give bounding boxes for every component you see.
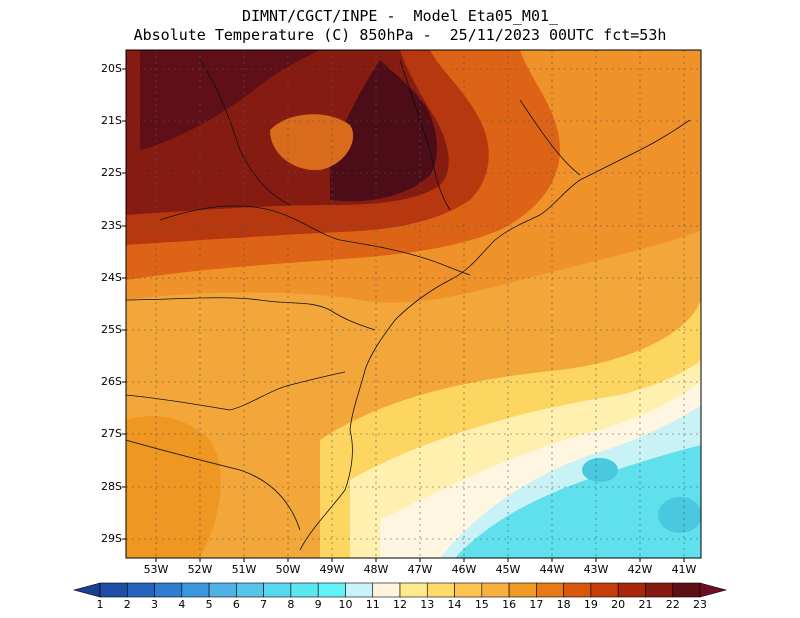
colorbar-label: 12 <box>393 598 407 611</box>
colorbar-label: 21 <box>638 598 653 611</box>
lat-label: 29S <box>101 532 122 545</box>
axis-ticks <box>122 68 685 562</box>
colorbar-segment <box>99 582 128 598</box>
lat-label: 26S <box>101 375 122 388</box>
colorbar-segment <box>345 582 374 598</box>
colorbar-label: 18 <box>556 598 571 611</box>
colorbar-segment <box>426 582 455 598</box>
colorbar-label: 13 <box>420 598 435 611</box>
lon-label: 45W <box>495 563 521 576</box>
state-border-6 <box>519 99 581 176</box>
lon-label: 44W <box>539 563 565 576</box>
colorbar-label: 2 <box>123 598 131 611</box>
temperature-field <box>126 50 701 558</box>
colorbar-segment <box>563 582 592 598</box>
colorbar-label: 14 <box>447 598 462 611</box>
colorbar-label: 15 <box>474 598 489 611</box>
lon-label: 53W <box>143 563 169 576</box>
state-border-1 <box>126 371 346 411</box>
colorbar-label: 10 <box>338 598 353 611</box>
lon-label: 47W <box>407 563 433 576</box>
colorbar-segment <box>290 582 319 598</box>
state-border-2 <box>126 297 376 331</box>
colorbar-segment <box>672 582 701 598</box>
colorbar-label: 6 <box>232 598 240 611</box>
state-border-3 <box>159 205 471 276</box>
coastlines-and-borders <box>126 59 691 551</box>
lat-label: 27S <box>101 427 122 440</box>
lat-label: 25S <box>101 323 122 336</box>
colorbar-segment <box>181 582 210 598</box>
colorbar-label: 17 <box>529 598 544 611</box>
colorbar-label: 20 <box>611 598 626 611</box>
lon-label: 43W <box>583 563 609 576</box>
state-border-4 <box>199 59 291 206</box>
lat-label: 20S <box>101 62 122 75</box>
colorbar-segment <box>263 582 292 598</box>
colorbar-label: 1 <box>96 598 104 611</box>
cold-core-1 <box>582 458 618 482</box>
colorbar-label: 4 <box>178 598 186 611</box>
chart-title-line2: Absolute Temperature (C) 850hPa - 25/11/… <box>133 26 667 44</box>
colorbar-segment <box>645 582 674 598</box>
southwest-warmer <box>126 416 221 558</box>
lon-label: 51W <box>231 563 257 576</box>
colorbar-label: 7 <box>260 598 268 611</box>
colorbar-segment <box>481 582 510 598</box>
colorbar-arrow-right <box>699 582 728 598</box>
colorbar-segment <box>154 582 183 598</box>
colorbar-segment <box>372 582 401 598</box>
colorbar-segment <box>317 582 346 598</box>
lon-label: 48W <box>363 563 389 576</box>
colorbar-label: 8 <box>287 598 295 611</box>
colorbar-segment <box>236 582 264 598</box>
colorbar-segment <box>454 582 483 598</box>
lon-label: 50W <box>275 563 301 576</box>
lat-label: 23S <box>101 219 122 232</box>
lat-label: 22S <box>101 166 122 179</box>
lat-label: 28S <box>101 480 122 493</box>
lat-label: 24S <box>101 271 122 284</box>
colorbar <box>72 582 728 598</box>
graticule <box>126 50 701 558</box>
colorbar-segment <box>617 582 646 598</box>
colorbar-segment <box>590 582 619 598</box>
lat-label: 21S <box>101 114 122 127</box>
cold-core-2 <box>658 497 701 533</box>
chart-title-line1: DIMNT/CGCT/INPE - Model Eta05_M01_ <box>241 7 559 25</box>
coastline <box>299 119 691 551</box>
hottest-core-west <box>140 50 320 150</box>
colorbar-label: 3 <box>151 598 159 611</box>
colorbar-label: 23 <box>693 598 707 611</box>
colorbar-label: 9 <box>314 598 322 611</box>
colorbar-segment <box>208 582 237 598</box>
colorbar-arrow-left <box>72 582 101 598</box>
lon-label: 49W <box>319 563 345 576</box>
colorbar-segment <box>399 582 428 598</box>
cold-region <box>455 445 701 558</box>
lon-label: 46W <box>451 563 477 576</box>
colorbar-label: 22 <box>665 598 680 611</box>
lon-label: 52W <box>187 563 213 576</box>
country-border <box>126 439 301 531</box>
colorbar-label: 11 <box>365 598 380 611</box>
colorbar-segment <box>126 582 155 598</box>
state-border-5 <box>399 59 451 211</box>
colorbar-segment <box>508 582 537 598</box>
inner-cooler-pocket <box>270 114 354 171</box>
lon-label: 41W <box>671 563 697 576</box>
lon-label: 42W <box>627 563 653 576</box>
map-frame <box>125 49 702 559</box>
hottest-core-east <box>330 60 437 202</box>
colorbar-label: 19 <box>583 598 598 611</box>
colorbar-label: 5 <box>205 598 213 611</box>
colorbar-segment <box>536 582 564 598</box>
colorbar-label: 16 <box>502 598 517 611</box>
